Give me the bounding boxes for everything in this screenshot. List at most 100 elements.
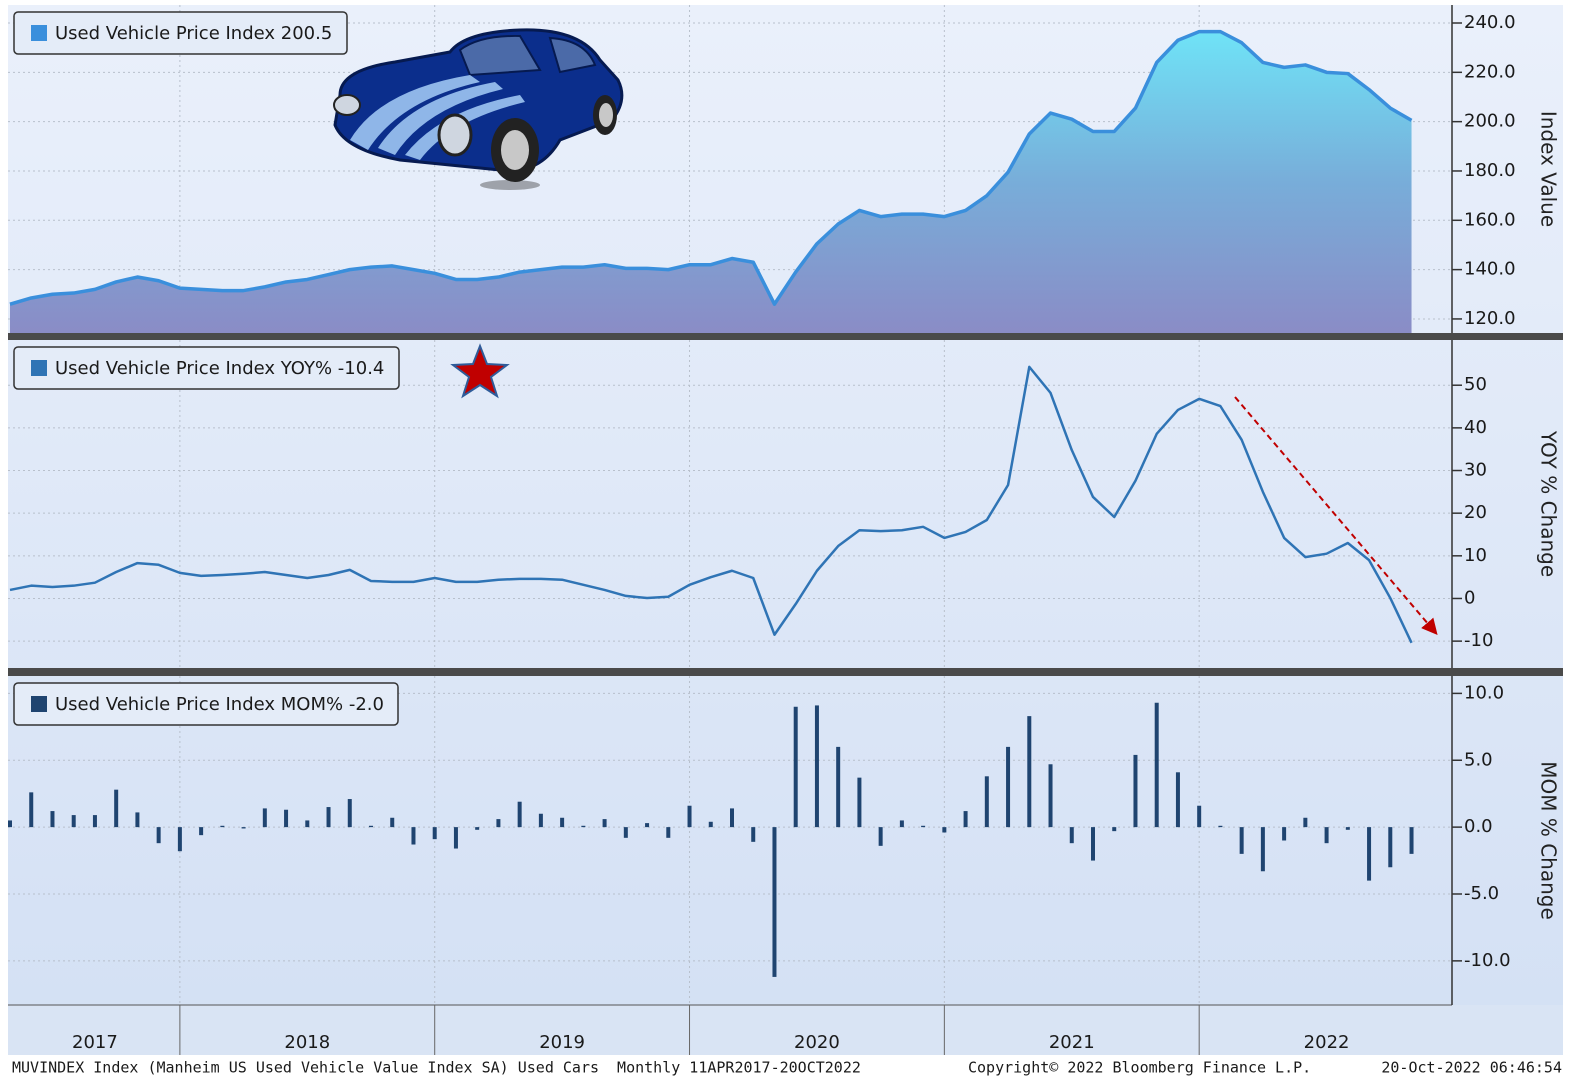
bar (454, 827, 458, 848)
legend-label: Used Vehicle Price Index YOY% -10.4 (55, 358, 384, 379)
bar (900, 820, 904, 827)
bar (157, 827, 161, 843)
bar (964, 811, 968, 827)
bar (29, 792, 33, 827)
y-axis-title: MOM % Change (1537, 761, 1561, 920)
bar (199, 827, 203, 835)
bar (327, 807, 331, 827)
footer-source: MUVINDEX Index (Manheim US Used Vehicle … (12, 1059, 861, 1077)
bar (1410, 827, 1414, 854)
bar (263, 808, 267, 827)
bar (794, 707, 798, 827)
bar (390, 818, 394, 827)
bar (709, 822, 713, 827)
bar (560, 818, 564, 827)
bar (645, 823, 649, 827)
bar (581, 826, 585, 827)
legend-swatch (31, 696, 47, 712)
bar (135, 812, 139, 827)
bar (1091, 827, 1095, 860)
bar (730, 808, 734, 827)
bar (496, 819, 500, 827)
bar (624, 827, 628, 838)
bar (1049, 764, 1053, 827)
y-tick-label: 220.0 (1464, 61, 1516, 82)
x-tick-label: 2020 (794, 1032, 840, 1053)
y-tick-label: 50 (1464, 374, 1487, 395)
bar (879, 827, 883, 846)
bar (1070, 827, 1074, 843)
bar (93, 815, 97, 827)
bar (1325, 827, 1329, 843)
bar (1303, 818, 1307, 827)
bar (50, 811, 54, 827)
bar (72, 815, 76, 827)
bar (475, 827, 479, 830)
bar (433, 827, 437, 839)
y-tick-label: 180.0 (1464, 160, 1516, 181)
bar (666, 827, 670, 838)
y-tick-label: 5.0 (1464, 749, 1493, 770)
bar (603, 819, 607, 827)
panel-separator (8, 668, 1563, 676)
y-axis-title: Index Value (1537, 111, 1561, 227)
x-tick-label: 2019 (539, 1032, 585, 1053)
bar (114, 790, 118, 827)
bar (1197, 806, 1201, 827)
bar (921, 826, 925, 827)
bar (1282, 827, 1286, 840)
bar (857, 778, 861, 827)
y-tick-label: -5.0 (1464, 883, 1499, 904)
y-tick-label: 10.0 (1464, 682, 1504, 703)
bar (1006, 747, 1010, 827)
chart: 2017 2018 2019 2020 2021 2022 120.0 140.0 160.0 1… (0, 0, 1578, 1085)
bar (284, 810, 288, 827)
bar (369, 826, 373, 827)
x-tick-label: 2017 (72, 1032, 118, 1053)
x-tick-label: 2021 (1049, 1032, 1095, 1053)
bar (518, 802, 522, 827)
bar (1346, 827, 1350, 830)
bar (539, 814, 543, 827)
bar (815, 705, 819, 827)
bar (1388, 827, 1392, 867)
bar (985, 776, 989, 827)
bar (178, 827, 182, 851)
bar (942, 827, 946, 832)
panel-separator (8, 333, 1563, 340)
x-tick-label: 2022 (1304, 1032, 1350, 1053)
bar (242, 827, 246, 828)
footer-timestamp: 20-Oct-2022 06:46:54 (1381, 1059, 1562, 1077)
bar (1240, 827, 1244, 854)
y-tick-label: 160.0 (1464, 209, 1516, 230)
bar (751, 827, 755, 842)
bar (1155, 703, 1159, 827)
y-tick-label: 30 (1464, 460, 1487, 481)
bar (772, 827, 776, 977)
bar (688, 806, 692, 827)
bar (8, 820, 12, 827)
bar (1112, 827, 1116, 831)
legend-swatch (31, 25, 47, 41)
y-tick-label: 10 (1464, 545, 1487, 566)
legend-label: Used Vehicle Price Index 200.5 (55, 23, 332, 44)
bar (411, 827, 415, 844)
y-axis-title: YOY % Change (1537, 430, 1561, 577)
y-tick-label: 0.0 (1464, 816, 1493, 837)
y-tick-label: 0 (1464, 587, 1475, 608)
y-tick-label: 140.0 (1464, 259, 1516, 280)
y-tick-label: 20 (1464, 502, 1487, 523)
footer-copyright: Copyright© 2022 Bloomberg Finance L.P. (968, 1059, 1311, 1077)
y-tick-label: 200.0 (1464, 111, 1516, 132)
bar (1261, 827, 1265, 871)
y-tick-label: 240.0 (1464, 12, 1516, 33)
x-tick-label: 2018 (284, 1032, 330, 1053)
y-tick-label: 120.0 (1464, 308, 1516, 329)
y-tick-label: 40 (1464, 417, 1487, 438)
bar (305, 820, 309, 827)
y-tick-label: -10 (1464, 630, 1493, 651)
legend-label: Used Vehicle Price Index MOM% -2.0 (55, 694, 384, 715)
bar (1218, 826, 1222, 827)
bar (1027, 716, 1031, 827)
bar (1367, 827, 1371, 880)
